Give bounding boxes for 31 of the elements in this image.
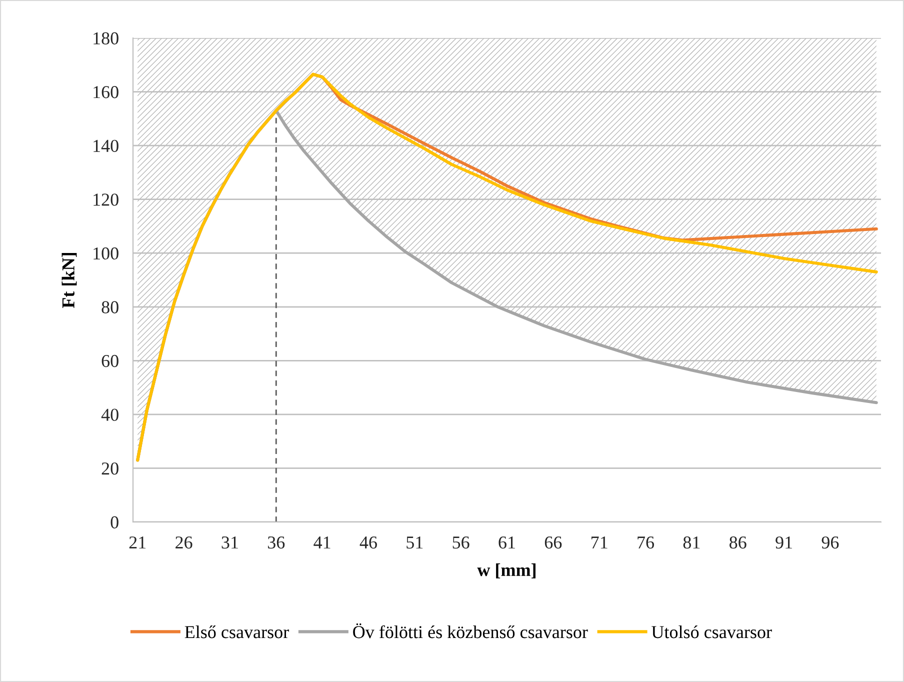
x-tick-label: 91 [776, 536, 792, 549]
legend-label: Első csavarsor [184, 625, 289, 638]
x-tick-label: 86 [730, 536, 746, 549]
x-tick-label: 26 [176, 536, 192, 549]
x-tick-label: 66 [544, 536, 562, 549]
x-tick-label: 46 [360, 536, 377, 549]
x-tick-label: 76 [638, 536, 654, 549]
x-tick-label: 96 [822, 536, 839, 549]
legend-label: Öv fölötti és közbenső csavarsor [353, 623, 588, 638]
y-tick-label: 120 [94, 194, 118, 206]
y-tick-label: 180 [94, 32, 118, 44]
x-tick-label: 41 [314, 536, 330, 548]
legend-label: Utolsó csavarsor [652, 625, 772, 638]
x-tick-label: 81 [683, 536, 700, 549]
x-tick-label: 61 [498, 536, 515, 549]
y-tick-label: 160 [94, 86, 118, 98]
y-tick-label: 40 [101, 408, 118, 421]
y-tick-label: 0 [110, 516, 118, 528]
x-tick-label: 36 [268, 536, 285, 549]
x-tick-label: 71 [592, 536, 608, 548]
y-tick-label: 20 [102, 462, 118, 475]
x-axis-title: w [mm] [477, 563, 536, 578]
y-axis-title: Ft [kN] [62, 253, 77, 308]
y-tick-label: 60 [102, 354, 118, 368]
y-tick-label: 80 [102, 301, 118, 314]
y-tick-label: 140 [94, 140, 118, 152]
y-tick-label: 100 [94, 247, 118, 260]
x-tick-label: 51 [406, 536, 423, 549]
x-tick-label: 56 [452, 536, 470, 549]
x-tick-label: 31 [222, 536, 238, 549]
x-tick-label: 21 [129, 536, 146, 548]
